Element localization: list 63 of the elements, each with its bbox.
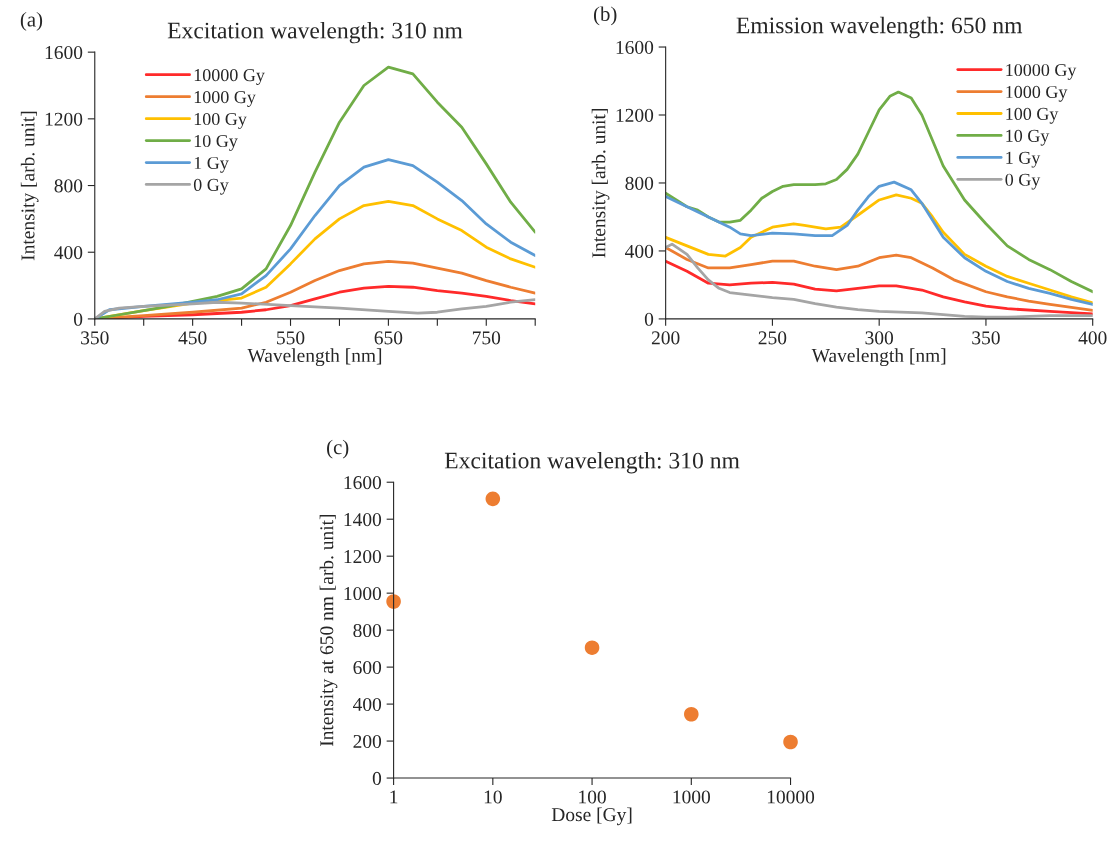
y-tick-label: 600 xyxy=(353,660,382,675)
y-tick-label: 800 xyxy=(625,176,654,190)
x-tick-label: 450 xyxy=(178,331,207,345)
legend-label: 10000 Gy xyxy=(194,69,265,85)
x-tick-label: 400 xyxy=(1078,331,1107,345)
x-tick-label: 550 xyxy=(277,331,305,345)
y-tick-label: 1400 xyxy=(344,513,382,527)
legend-label: 10 Gy xyxy=(1006,129,1050,146)
legend-label: 1000 Gy xyxy=(1006,85,1068,102)
x-tick-label: 350 xyxy=(972,331,1000,345)
legend-label: 1 Gy xyxy=(194,156,229,173)
y-tick-label: 0 xyxy=(644,312,654,326)
x-axis-title: Wavelength [nm] xyxy=(247,348,382,367)
legend-label: 1000 Gy xyxy=(194,90,256,107)
y-tick-label: 0 xyxy=(372,771,382,785)
y-tick-label: 400 xyxy=(54,246,83,260)
y-tick-label: 1600 xyxy=(344,476,382,490)
x-axis-title: Wavelength [nm] xyxy=(811,348,946,367)
x-tick-label: 650 xyxy=(374,331,403,345)
legend-label: 10 Gy xyxy=(194,134,238,151)
y-tick-label: 200 xyxy=(353,734,382,749)
y-tick-label: 1600 xyxy=(616,40,654,54)
y-tick-label: 400 xyxy=(353,697,382,712)
x-tick-label: 350 xyxy=(81,331,109,345)
x-tick-label: 200 xyxy=(651,331,680,345)
y-axis-title: Intensity at 650 nm [arb. unit] xyxy=(319,514,338,747)
legend-label: 0 Gy xyxy=(1005,173,1041,190)
y-tick-label: 0 xyxy=(73,312,83,326)
y-tick-label: 1600 xyxy=(45,45,83,60)
text: (c) xyxy=(327,439,349,459)
y-tick-label: 800 xyxy=(54,179,83,193)
point xyxy=(783,734,798,750)
text: (b) xyxy=(593,6,617,26)
point xyxy=(684,706,699,722)
x-tick-label: 10 xyxy=(484,790,502,804)
y-tick-label: 400 xyxy=(625,244,654,258)
text: (a) xyxy=(20,11,43,31)
y-axis-title: Intensity [arb. unit] xyxy=(20,111,39,261)
x-tick-label: 100 xyxy=(579,790,606,804)
x-tick-label: 750 xyxy=(472,331,501,345)
y-tick-label: 1200 xyxy=(616,108,654,122)
x-tick-label: 10000 xyxy=(767,790,815,804)
line-series xyxy=(665,259,1093,316)
x-tick-label: 1000 xyxy=(673,790,710,804)
legend-label: 100 Gy xyxy=(1006,107,1059,124)
legend-label: 100 Gy xyxy=(194,112,247,129)
legend-label: 1 Gy xyxy=(1006,151,1041,168)
x-tick-label: 250 xyxy=(758,331,787,345)
point xyxy=(485,491,501,507)
y-tick-label: 1000 xyxy=(344,586,382,601)
legend-label: 0 Gy xyxy=(193,178,229,195)
x-axis-title: Dose [Gy] xyxy=(551,807,632,826)
x-tick-label: 1 xyxy=(390,790,398,804)
y-tick-label: 1200 xyxy=(45,112,83,126)
chart-title: Excitation wavelength: 310 nm xyxy=(444,451,740,474)
chart-title: Excitation wavelength: 310 nm xyxy=(167,21,463,44)
legend-label: 10000 Gy xyxy=(1006,63,1077,80)
y-axis-title: Intensity [arb. unit] xyxy=(591,109,610,258)
chart-title: Emission wavelength: 650 nm xyxy=(736,16,1023,39)
point xyxy=(584,640,600,655)
y-tick-label: 800 xyxy=(353,623,382,638)
x-tick-label: 300 xyxy=(865,331,894,345)
y-tick-label: 1200 xyxy=(344,549,382,564)
